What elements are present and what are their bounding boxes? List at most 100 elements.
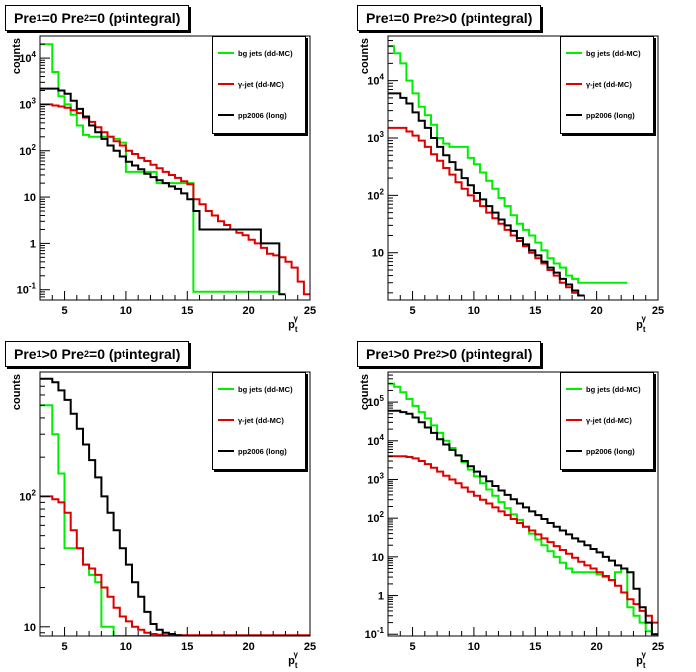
y-tick-label: 1 bbox=[30, 238, 36, 250]
x-tick-label: 25 bbox=[652, 641, 664, 653]
y-tick-label: 1 bbox=[378, 591, 384, 603]
series-line-pp2006 bbox=[388, 409, 658, 636]
legend-label: γ-jet (dd-MC) bbox=[238, 415, 284, 425]
x-tick-label: 20 bbox=[591, 641, 603, 653]
legend-entry-pp2006: pp2006 (long) bbox=[561, 108, 635, 122]
x-tick-label: 5 bbox=[409, 305, 415, 317]
panel-title: Pre 1 =0 Pre 2 >0 (p t integral) bbox=[357, 5, 542, 31]
x-tick-label: 20 bbox=[243, 305, 255, 317]
legend-line-gamma-jet bbox=[566, 419, 582, 421]
y-tick-label: 102 bbox=[367, 510, 384, 525]
y-tick-label: 10 bbox=[24, 622, 36, 634]
series-line-pp2006 bbox=[40, 377, 310, 636]
legend: bg jets (dd-MC) γ-jet (dd-MC) pp2006 (lo… bbox=[212, 36, 306, 134]
x-tick-label: 25 bbox=[652, 305, 664, 317]
y-tick-label: 104 bbox=[367, 73, 384, 88]
legend-label: bg jets (dd-MC) bbox=[586, 384, 641, 394]
y-tick-label: 10-1 bbox=[365, 626, 385, 641]
panel-title: Pre 1 >0 Pre 2 =0 (p t integral) bbox=[5, 341, 190, 367]
legend-line-pp2006 bbox=[218, 114, 234, 116]
legend-label: γ-jet (dd-MC) bbox=[586, 79, 632, 89]
y-tick-label: 103 bbox=[367, 130, 384, 145]
x-axis-label: ptγ bbox=[636, 650, 646, 670]
x-tick-label: 10 bbox=[120, 305, 132, 317]
plot-area: 5 10 15 20 25 10 102 103 104 ptγ counts bbox=[359, 35, 664, 334]
y-tick-label: 103 bbox=[19, 96, 36, 111]
legend-label: pp2006 (long) bbox=[238, 110, 287, 120]
series-line-gamma-jet bbox=[388, 126, 585, 297]
legend-entry-bg-jets: bg jets (dd-MC) bbox=[561, 382, 641, 396]
y-tick-label: 103 bbox=[367, 471, 384, 486]
y-tick-label: 104 bbox=[367, 433, 384, 448]
x-axis-label: ptγ bbox=[288, 650, 298, 670]
legend-line-pp2006 bbox=[566, 114, 582, 116]
legend-entry-bg-jets: bg jets (dd-MC) bbox=[213, 46, 293, 60]
legend-entry-gamma-jet: γ-jet (dd-MC) bbox=[213, 77, 284, 91]
legend-label: γ-jet (dd-MC) bbox=[238, 79, 284, 89]
y-axis-label: counts bbox=[359, 38, 371, 74]
x-tick-label: 10 bbox=[120, 641, 132, 653]
panel-4: 5 10 15 20 25 10-1 1 10 102 103 104 105 ptγ counts Pr… bbox=[348, 336, 696, 672]
series-line-bg-jets bbox=[40, 404, 310, 636]
y-axis-label: counts bbox=[359, 374, 371, 410]
y-tick-label: 10 bbox=[24, 192, 36, 204]
legend: bg jets (dd-MC) γ-jet (dd-MC) pp2006 (lo… bbox=[560, 36, 654, 134]
x-tick-label: 15 bbox=[529, 641, 541, 653]
y-tick-label: 105 bbox=[367, 394, 384, 409]
x-tick-label: 25 bbox=[304, 641, 316, 653]
x-tick-label: 15 bbox=[529, 305, 541, 317]
legend-line-gamma-jet bbox=[566, 83, 582, 85]
x-tick-label: 20 bbox=[243, 641, 255, 653]
x-tick-label: 15 bbox=[181, 641, 193, 653]
plot-area: 5 10 15 20 25 10-1 1 10 102 103 104 ptγ counts bbox=[11, 35, 316, 334]
x-tick-label: 5 bbox=[409, 641, 415, 653]
legend-line-pp2006 bbox=[566, 450, 582, 452]
legend-label: pp2006 (long) bbox=[586, 446, 635, 456]
legend-line-bg-jets bbox=[218, 388, 234, 390]
y-tick-label: 10 bbox=[372, 552, 384, 564]
y-tick-label: 10 bbox=[372, 248, 384, 260]
plot-area: 5 10 15 20 25 10 102 ptγ counts bbox=[11, 371, 316, 670]
legend-label: bg jets (dd-MC) bbox=[586, 48, 641, 58]
legend-entry-pp2006: pp2006 (long) bbox=[213, 444, 287, 458]
panel-3: 5 10 15 20 25 10 102 ptγ counts Pre 1 >0 Pre 2 =0 (p… bbox=[0, 336, 348, 672]
x-tick-label: 20 bbox=[591, 305, 603, 317]
y-tick-label: 102 bbox=[19, 143, 36, 158]
legend-entry-bg-jets: bg jets (dd-MC) bbox=[561, 46, 641, 60]
legend-line-bg-jets bbox=[566, 388, 582, 390]
legend: bg jets (dd-MC) γ-jet (dd-MC) pp2006 (lo… bbox=[212, 372, 306, 470]
legend-entry-pp2006: pp2006 (long) bbox=[561, 444, 635, 458]
legend: bg jets (dd-MC) γ-jet (dd-MC) pp2006 (lo… bbox=[560, 372, 654, 470]
legend-line-gamma-jet bbox=[218, 83, 234, 85]
series-line-pp2006 bbox=[388, 92, 585, 297]
y-axis-label: counts bbox=[11, 38, 23, 74]
x-tick-label: 5 bbox=[61, 305, 67, 317]
legend-line-bg-jets bbox=[566, 52, 582, 54]
plot-area: 5 10 15 20 25 10-1 1 10 102 103 104 105 ptγ counts bbox=[359, 371, 664, 670]
legend-entry-pp2006: pp2006 (long) bbox=[213, 108, 287, 122]
legend-entry-gamma-jet: γ-jet (dd-MC) bbox=[561, 413, 632, 427]
legend-label: bg jets (dd-MC) bbox=[238, 384, 293, 394]
panel-1: 5 10 15 20 25 10-1 1 10 102 103 104 ptγ counts Pre 1 =… bbox=[0, 0, 348, 336]
x-tick-label: 5 bbox=[61, 641, 67, 653]
y-tick-label: 10-1 bbox=[17, 282, 37, 297]
legend-label: pp2006 (long) bbox=[586, 110, 635, 120]
legend-label: γ-jet (dd-MC) bbox=[586, 415, 632, 425]
legend-line-pp2006 bbox=[218, 450, 234, 452]
legend-entry-gamma-jet: γ-jet (dd-MC) bbox=[213, 413, 284, 427]
legend-line-bg-jets bbox=[218, 52, 234, 54]
legend-entry-gamma-jet: γ-jet (dd-MC) bbox=[561, 77, 632, 91]
legend-label: bg jets (dd-MC) bbox=[238, 48, 293, 58]
series-line-bg-jets bbox=[388, 45, 628, 284]
x-tick-label: 25 bbox=[304, 305, 316, 317]
series-line-pp2006 bbox=[40, 87, 286, 296]
panel-2: 5 10 15 20 25 10 102 103 104 ptγ counts Pre 1 =0 Pre… bbox=[348, 0, 696, 336]
panel-title: Pre 1 =0 Pre 2 =0 (p t integral) bbox=[5, 5, 190, 31]
x-tick-label: 10 bbox=[468, 641, 480, 653]
y-tick-label: 102 bbox=[367, 187, 384, 202]
legend-line-gamma-jet bbox=[218, 419, 234, 421]
y-tick-label: 104 bbox=[19, 50, 36, 65]
legend-entry-bg-jets: bg jets (dd-MC) bbox=[213, 382, 293, 396]
x-tick-label: 15 bbox=[181, 305, 193, 317]
x-axis-label: ptγ bbox=[288, 314, 298, 334]
